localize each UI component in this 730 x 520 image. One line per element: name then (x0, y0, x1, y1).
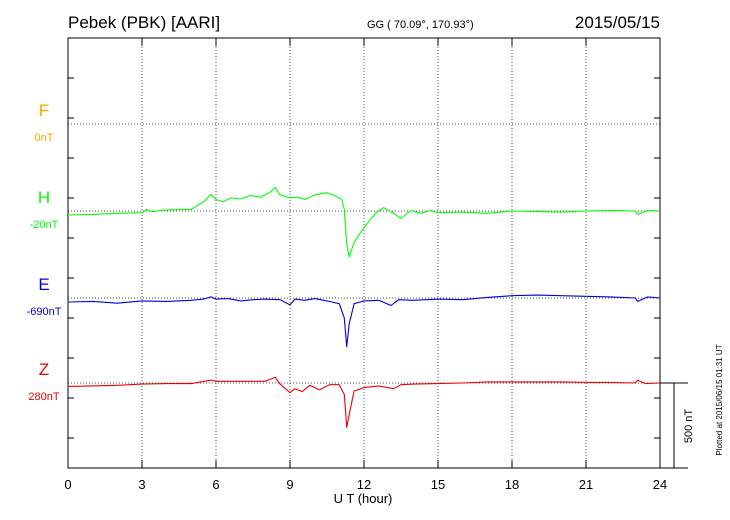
series-line-e (67, 294, 661, 348)
series-baseline-label: -690nT (27, 306, 62, 318)
x-tick-label: 21 (579, 477, 593, 492)
series-name-label: Z (39, 360, 49, 379)
plot-frame (67, 37, 661, 469)
series-baseline-label: 0nT (35, 132, 54, 144)
scale-bar: 500 nT (660, 382, 695, 469)
scale-bar-label: 500 nT (683, 409, 695, 444)
x-tick-label: 24 (653, 477, 667, 492)
x-tick-label: 3 (138, 477, 145, 492)
x-tick-label: 18 (505, 477, 519, 492)
x-tick-label: 12 (357, 477, 371, 492)
series-name-label: E (38, 275, 49, 294)
grid-lines (68, 38, 660, 468)
component-labels: F 0nT H -20nT E -690nT Z 280nT (27, 101, 62, 403)
series-name-label: F (39, 101, 49, 120)
series-baseline-label: 280nT (28, 391, 59, 403)
plotted-timestamp: Plotted at 2015/06/15 01:31 UT (715, 344, 724, 455)
series-line-h (67, 186, 661, 258)
station-title: Pebek (PBK) [AARI] (68, 13, 220, 32)
x-tick-label: 15 (431, 477, 445, 492)
x-axis-label: U T (hour) (334, 491, 393, 506)
x-axis-ticks: 0 3 6 9 12 15 18 21 24 (64, 38, 667, 492)
x-tick-label: 0 (64, 477, 71, 492)
coordinates-label: GG ( 70.09°, 170.93°) (367, 19, 474, 31)
series-line-z (67, 376, 661, 428)
series-traces (67, 186, 661, 428)
date-label: 2015/05/15 (575, 13, 660, 32)
x-tick-label: 9 (286, 477, 293, 492)
series-name-label: H (38, 188, 50, 207)
series-baseline-label: -20nT (30, 219, 59, 231)
x-tick-label: 6 (212, 477, 219, 492)
